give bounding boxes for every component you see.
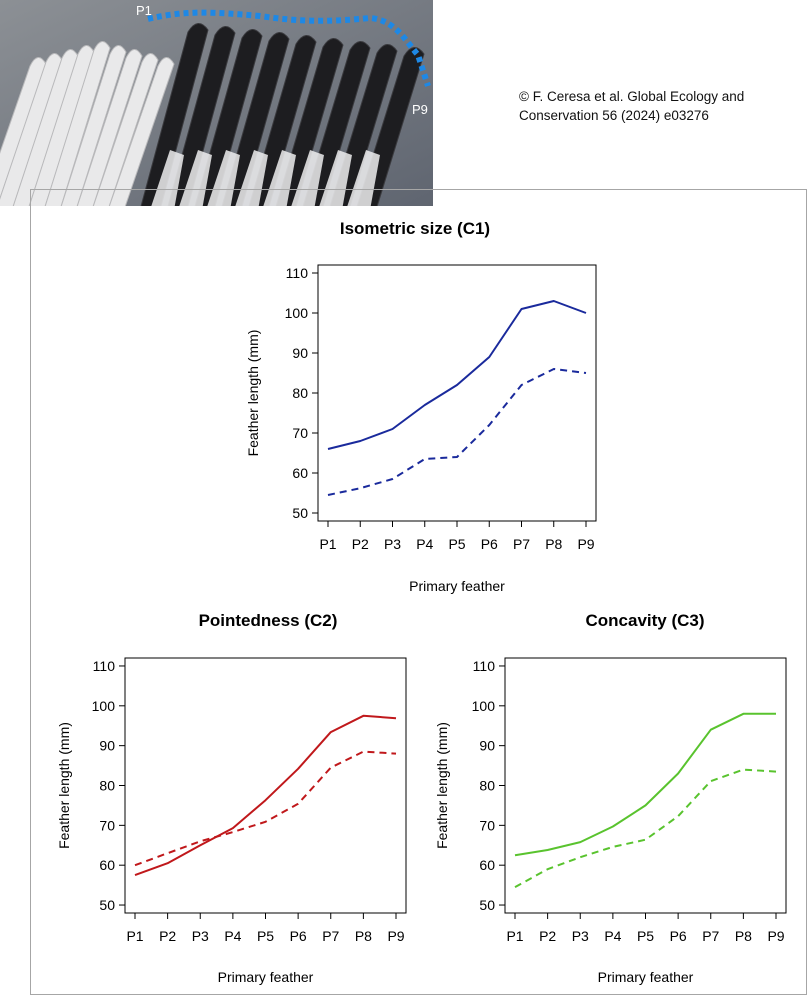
x-tick-label: P4 <box>224 928 241 944</box>
x-tick-label: P2 <box>159 928 176 944</box>
feather-shape <box>92 53 159 206</box>
y-tick-label: 60 <box>99 857 115 873</box>
x-tick-label: P4 <box>604 928 621 944</box>
feather-shape <box>221 32 290 206</box>
y-tick-label: 50 <box>479 897 495 913</box>
chart-title-isometric: Isometric size (C1) <box>339 219 491 238</box>
x-tick-label: P8 <box>545 536 562 552</box>
x-tick-label: P4 <box>416 536 433 552</box>
x-tick-label: P8 <box>355 928 372 944</box>
label-p1: P1 <box>136 3 152 18</box>
chart-title-concavity: Concavity (C3) <box>585 611 705 630</box>
y-axis-label: Feather length (mm) <box>56 722 72 849</box>
y-tick-label: 60 <box>292 465 308 481</box>
figure-frame <box>30 189 807 995</box>
x-axis-label: Primary feather <box>409 578 505 594</box>
label-p9: P9 <box>412 102 428 117</box>
feather-base-white <box>207 150 240 206</box>
feather-base-white <box>179 150 212 206</box>
wing-photograph: P1 P9 <box>0 0 433 206</box>
y-axis-label: Feather length (mm) <box>245 330 261 457</box>
x-tick-label: P9 <box>387 928 404 944</box>
x-tick-label: P7 <box>702 928 719 944</box>
y-tick-label: 90 <box>99 738 115 754</box>
y-tick-label: 100 <box>92 698 116 714</box>
y-tick-label: 60 <box>479 857 495 873</box>
feather-base-white <box>263 150 296 206</box>
x-tick-label: P6 <box>290 928 307 944</box>
x-tick-label: P3 <box>572 928 589 944</box>
series-line-solid <box>134 714 397 877</box>
chart-title-pointedness: Pointedness (C2) <box>198 611 338 630</box>
feather-shape <box>140 23 209 206</box>
feather-base-white <box>319 150 352 206</box>
y-tick-label: 50 <box>99 897 115 913</box>
x-tick-label: P1 <box>506 928 523 944</box>
y-tick-label: 80 <box>99 778 115 794</box>
x-tick-label: P5 <box>448 536 465 552</box>
y-axis-label: Feather length (mm) <box>434 722 450 849</box>
feather-shape <box>60 45 127 206</box>
y-tick-label: 110 <box>286 265 309 281</box>
x-tick-label: P3 <box>384 536 401 552</box>
copyright-credit: © F. Ceresa et al. Global Ecology and Co… <box>519 89 745 123</box>
x-tick-label: P8 <box>735 928 752 944</box>
series-line-solid <box>327 300 587 450</box>
x-tick-label: P1 <box>319 536 336 552</box>
y-tick-label: 90 <box>292 345 308 361</box>
feather-shape <box>76 49 143 206</box>
x-tick-label: P9 <box>767 928 784 944</box>
x-tick-label: P5 <box>637 928 654 944</box>
plot-frame <box>504 657 787 914</box>
y-tick-label: 70 <box>479 817 495 833</box>
feather-base-white <box>235 150 268 206</box>
feather-base-white <box>151 150 184 206</box>
y-tick-label: 110 <box>93 658 116 674</box>
x-tick-label: P2 <box>539 928 556 944</box>
x-tick-label: P9 <box>577 536 594 552</box>
x-axis-label: Primary feather <box>598 969 694 985</box>
y-tick-label: 80 <box>292 385 308 401</box>
series-line-solid <box>514 712 776 857</box>
feather-base-white <box>291 150 324 206</box>
x-axis-label: Primary feather <box>218 969 314 985</box>
y-tick-label: 70 <box>292 425 308 441</box>
y-tick-label: 70 <box>99 817 115 833</box>
y-tick-label: 50 <box>292 505 308 521</box>
x-tick-label: P2 <box>352 536 369 552</box>
x-tick-label: P6 <box>670 928 687 944</box>
y-tick-label: 80 <box>479 778 495 794</box>
x-tick-label: P6 <box>481 536 498 552</box>
series-line-dashed <box>327 368 587 496</box>
feather-shape <box>44 41 111 206</box>
feather-shape <box>194 29 263 206</box>
y-tick-label: 90 <box>479 738 495 754</box>
feather-shape <box>167 26 236 206</box>
y-tick-label: 110 <box>473 658 496 674</box>
x-tick-label: P7 <box>513 536 530 552</box>
series-line-dashed <box>134 750 397 867</box>
x-tick-label: P3 <box>192 928 209 944</box>
feather-shape <box>108 57 175 206</box>
x-tick-label: P7 <box>322 928 339 944</box>
wing-outline-dotted <box>147 9 431 87</box>
y-tick-label: 100 <box>285 305 309 321</box>
feather-base-white <box>347 150 380 206</box>
series-line-dashed <box>514 768 777 888</box>
y-tick-label: 100 <box>472 698 496 714</box>
x-tick-label: P1 <box>126 928 143 944</box>
x-tick-label: P5 <box>257 928 274 944</box>
